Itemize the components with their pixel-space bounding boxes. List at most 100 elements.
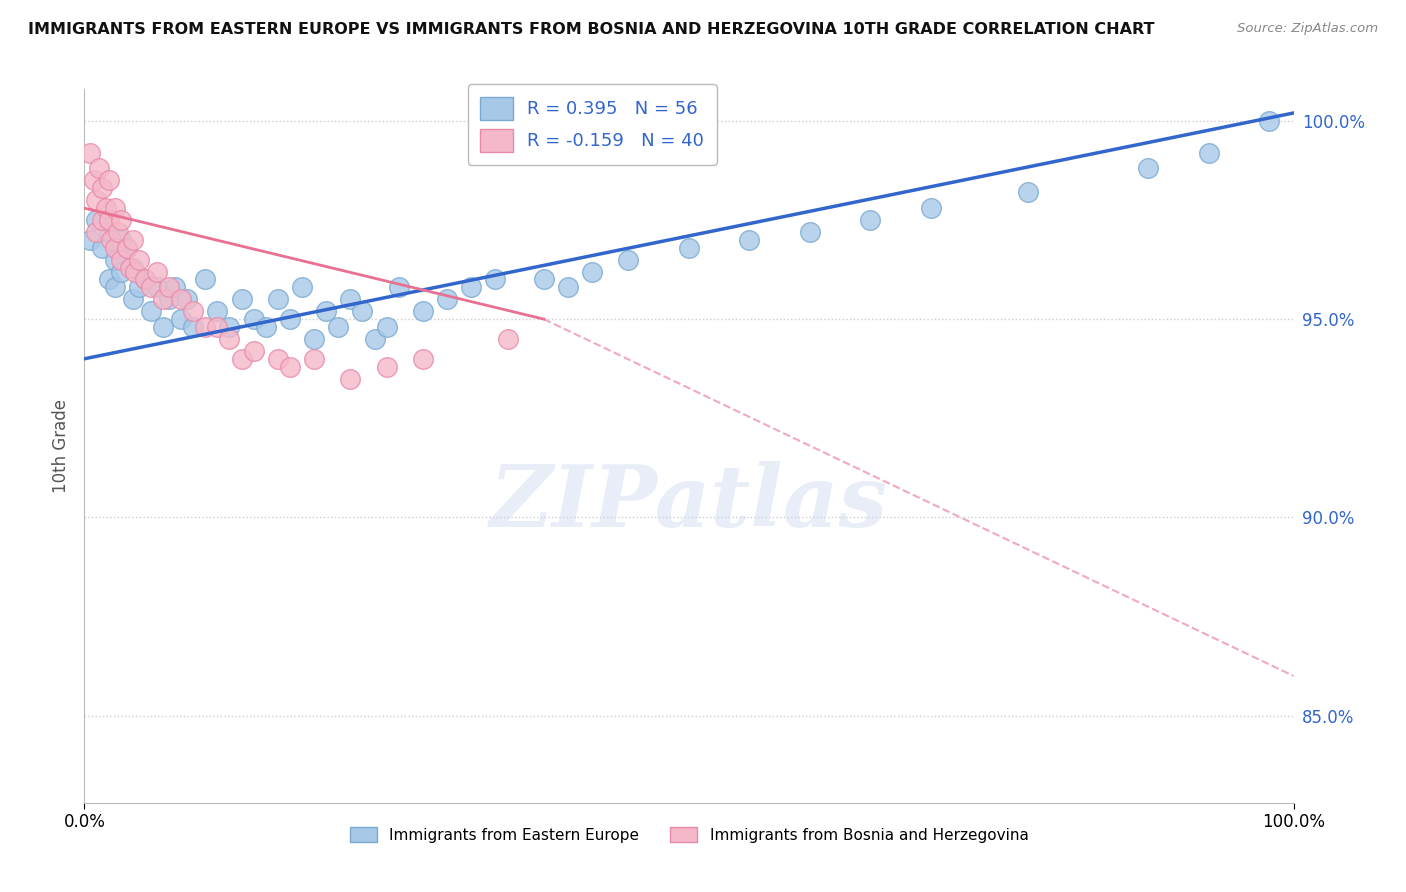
Point: [152, 293, 174, 307]
Point: [104, 280, 127, 294]
Point: [128, 252, 150, 267]
Point: [339, 371, 361, 385]
Point: [97, 173, 120, 187]
Point: [121, 233, 143, 247]
Point: [97, 272, 120, 286]
Point: [110, 252, 132, 267]
Point: [194, 320, 217, 334]
Point: [86, 213, 108, 227]
Point: [617, 252, 640, 267]
Point: [388, 280, 411, 294]
Point: [157, 293, 180, 307]
Point: [134, 272, 156, 286]
Point: [859, 213, 882, 227]
Point: [254, 320, 277, 334]
Point: [218, 320, 240, 334]
Point: [104, 252, 127, 267]
Point: [79, 145, 101, 160]
Point: [315, 304, 337, 318]
Point: [100, 233, 122, 247]
Point: [79, 233, 101, 247]
Point: [302, 332, 325, 346]
Point: [738, 233, 761, 247]
Point: [1137, 161, 1160, 176]
Point: [799, 225, 821, 239]
Point: [91, 241, 114, 255]
Text: Source: ZipAtlas.com: Source: ZipAtlas.com: [1237, 22, 1378, 36]
Point: [121, 293, 143, 307]
Point: [87, 161, 110, 176]
Point: [152, 320, 174, 334]
Point: [94, 201, 117, 215]
Point: [920, 201, 942, 215]
Point: [278, 359, 301, 374]
Point: [218, 332, 240, 346]
Point: [120, 260, 142, 275]
Point: [110, 233, 132, 247]
Point: [484, 272, 506, 286]
Legend: Immigrants from Eastern Europe, Immigrants from Bosnia and Herzegovina: Immigrants from Eastern Europe, Immigran…: [343, 821, 1035, 848]
Point: [1198, 145, 1220, 160]
Point: [176, 293, 198, 307]
Point: [86, 225, 108, 239]
Point: [267, 293, 290, 307]
Point: [139, 304, 162, 318]
Point: [557, 280, 579, 294]
Point: [104, 201, 127, 215]
Point: [146, 280, 169, 294]
Text: IMMIGRANTS FROM EASTERN EUROPE VS IMMIGRANTS FROM BOSNIA AND HERZEGOVINA 10TH GR: IMMIGRANTS FROM EASTERN EUROPE VS IMMIGR…: [28, 22, 1154, 37]
Point: [170, 312, 193, 326]
Point: [231, 351, 253, 366]
Point: [139, 280, 162, 294]
Point: [678, 241, 700, 255]
Point: [86, 193, 108, 207]
Point: [231, 293, 253, 307]
Point: [91, 213, 114, 227]
Point: [110, 264, 132, 278]
Point: [97, 213, 120, 227]
Point: [115, 241, 138, 255]
Point: [115, 241, 138, 255]
Point: [533, 272, 555, 286]
Point: [1258, 114, 1281, 128]
Point: [363, 332, 385, 346]
Y-axis label: 10th Grade: 10th Grade: [52, 399, 70, 493]
Point: [412, 304, 434, 318]
Point: [181, 304, 204, 318]
Point: [194, 272, 217, 286]
Point: [328, 320, 350, 334]
Point: [496, 332, 519, 346]
Point: [107, 225, 129, 239]
Point: [375, 359, 398, 374]
Point: [1017, 186, 1039, 200]
Point: [128, 280, 150, 294]
Point: [207, 320, 229, 334]
Point: [375, 320, 398, 334]
Point: [302, 351, 325, 366]
Text: ZIPatlas: ZIPatlas: [489, 461, 889, 545]
Point: [267, 351, 290, 366]
Point: [134, 272, 156, 286]
Point: [157, 280, 180, 294]
Point: [207, 304, 229, 318]
Point: [291, 280, 314, 294]
Point: [91, 181, 114, 195]
Point: [242, 312, 264, 326]
Point: [242, 343, 264, 358]
Point: [165, 280, 187, 294]
Point: [460, 280, 482, 294]
Point: [339, 293, 361, 307]
Point: [146, 264, 169, 278]
Point: [181, 320, 204, 334]
Point: [97, 225, 120, 239]
Point: [124, 264, 146, 278]
Point: [110, 213, 132, 227]
Point: [352, 304, 374, 318]
Point: [436, 293, 458, 307]
Point: [278, 312, 301, 326]
Point: [83, 173, 105, 187]
Point: [170, 293, 193, 307]
Point: [121, 260, 143, 275]
Point: [581, 264, 603, 278]
Point: [412, 351, 434, 366]
